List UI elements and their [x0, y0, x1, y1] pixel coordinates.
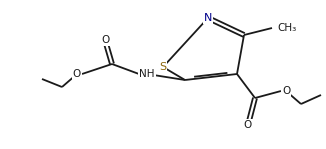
Text: CH₃: CH₃ — [277, 23, 296, 33]
Text: O: O — [101, 35, 109, 45]
Text: N: N — [204, 13, 212, 23]
Text: O: O — [282, 86, 290, 96]
Text: O: O — [73, 69, 81, 79]
Text: S: S — [159, 62, 167, 72]
Text: NH: NH — [139, 69, 155, 79]
Text: O: O — [244, 120, 252, 130]
